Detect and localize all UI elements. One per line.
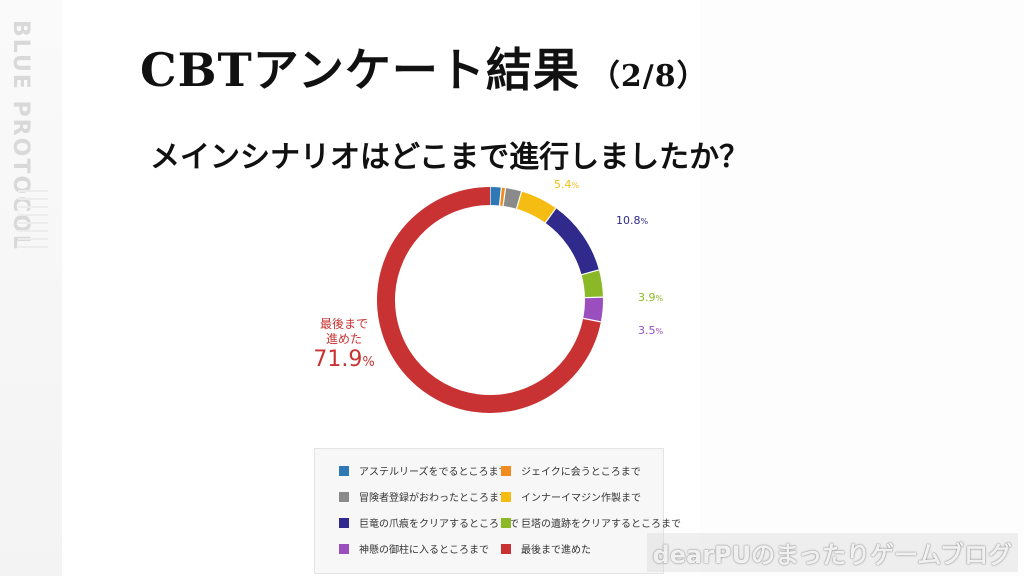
legend-swatch <box>501 517 511 528</box>
legend-label: アステルリーズをでるところまで <box>359 467 509 478</box>
page-title: CBTアンケート結果 （2/8） <box>140 34 708 100</box>
legend-swatch <box>339 491 349 502</box>
data-label-6: 3.9% <box>638 291 664 304</box>
slice-separator <box>544 207 557 224</box>
legend-item-5: 巨竜の爪痕をクリアするところまで <box>339 515 519 530</box>
data-label-7: 3.5% <box>638 324 664 337</box>
donut-slice-5 <box>545 208 599 275</box>
big-label-line1: 最後まで <box>320 317 368 331</box>
donut-slice-8 <box>377 187 601 413</box>
legend-item-7: 神懸の御柱に入るところまで <box>339 541 489 556</box>
donut-slice-7 <box>583 297 603 322</box>
legend-swatch <box>501 491 511 502</box>
legend-label: 巨塔の遺跡をクリアするところまで <box>521 519 681 530</box>
legend-item-8: 最後まで進めた <box>501 541 591 556</box>
data-label-3: 2.3% <box>508 180 534 181</box>
donut-chart: 1.6%0.6%2.3%5.4%10.8%3.9%3.5%最後まで進めた71.9… <box>313 180 664 413</box>
watermark: dearPUのまったりゲームブログ <box>646 533 1018 572</box>
legend-label: 巨竜の爪痕をクリアするところまで <box>359 519 519 530</box>
donut-slice-6 <box>581 269 603 298</box>
decorative-lines <box>18 190 48 390</box>
legend-label: 神懸の御柱に入るところまで <box>359 545 489 556</box>
legend-label: ジェイクに会うところまで <box>521 467 641 478</box>
question-text: メインシナリオはどこまで進行しましたか？ <box>150 140 750 175</box>
right-panel <box>700 0 1024 576</box>
data-label-4: 5.4% <box>554 180 580 191</box>
legend-swatch <box>501 465 511 476</box>
legend-label: インナーイマジン作製まで <box>521 493 641 504</box>
legend-label: 冒険者登録がおわったところまで <box>359 493 509 504</box>
legend-item-4: インナーイマジン作製まで <box>501 489 641 504</box>
page-number: （2/8） <box>589 59 708 94</box>
data-label-5: 10.8% <box>616 214 649 227</box>
legend-item-2: ジェイクに会うところまで <box>501 463 641 478</box>
slice-separator <box>502 187 507 206</box>
big-label-value: 71.9% <box>313 347 374 372</box>
legend-swatch <box>339 465 349 476</box>
legend-item-1: アステルリーズをでるところまで <box>339 463 509 478</box>
brand-logo: BLUE PROTOCOL <box>8 20 33 251</box>
slice-separator <box>583 317 601 323</box>
brand-strip: BLUE PROTOCOL <box>0 0 62 576</box>
donut-slice-3 <box>502 188 522 209</box>
slice-separator <box>581 269 600 276</box>
donut-slice-4 <box>516 191 556 223</box>
legend-swatch <box>501 543 511 554</box>
legend-item-3: 冒険者登録がおわったところまで <box>339 489 509 504</box>
legend-swatch <box>339 517 349 528</box>
slice-separator <box>515 191 523 209</box>
title-text: CBTアンケート結果 <box>140 43 580 97</box>
big-label-line2: 進めた <box>326 332 362 346</box>
legend-item-6: 巨塔の遺跡をクリアするところまで <box>501 515 681 530</box>
legend-label: 最後まで進めた <box>521 545 591 556</box>
chart-legend: アステルリーズをでるところまで ジェイクに会うところまで冒険者登録がおわったところ… <box>314 448 681 574</box>
slice-separator <box>498 187 502 206</box>
donut-slice-1 <box>489 187 502 206</box>
legend-swatch <box>339 543 349 554</box>
